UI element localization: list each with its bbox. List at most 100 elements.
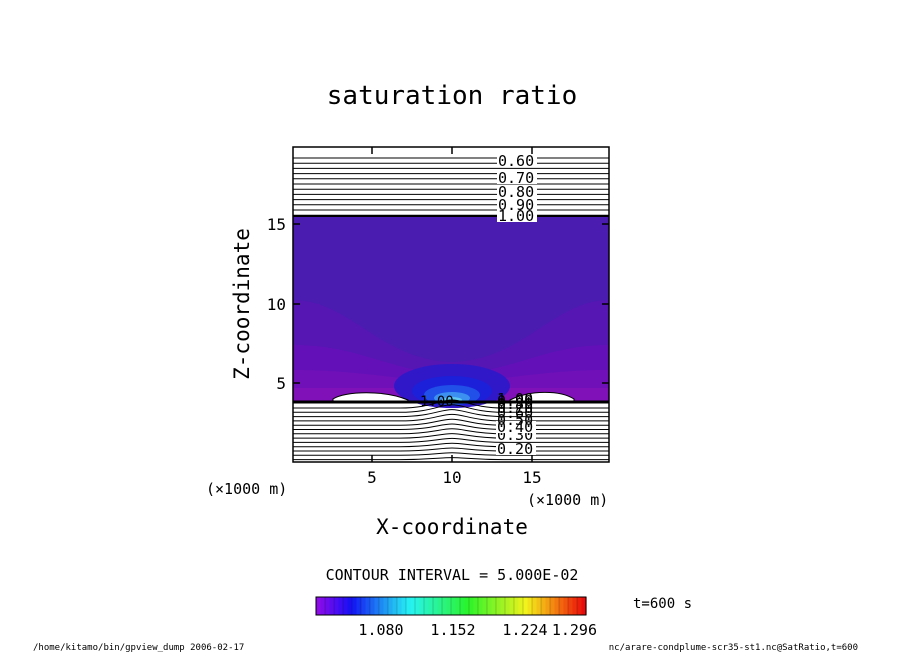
saturation-field <box>293 216 609 408</box>
colorbar-cell <box>469 597 475 615</box>
time-label: t=600 s <box>633 596 692 612</box>
colorbar-cell <box>487 597 493 615</box>
upper-contour-label-bg <box>497 155 537 167</box>
lower-contour-line <box>293 442 609 448</box>
colorbar-cell <box>536 597 542 615</box>
lower-contour-line <box>293 452 609 456</box>
lower-contour-line <box>293 447 609 452</box>
colorbar-cell <box>581 597 587 615</box>
colorbar-cell <box>550 597 556 615</box>
colorbar-cell <box>410 597 416 615</box>
lower-contour-label: 0.60 <box>497 404 533 422</box>
colorbar-cell <box>343 597 349 615</box>
colorbar-cell <box>451 597 457 615</box>
colorbar-cell <box>523 597 529 615</box>
colorbar-cell <box>460 597 466 615</box>
lower-contour-label: 0.90 <box>497 392 533 410</box>
lower-contour-labels: 0.200.300.400.500.600.700.800.901.00 <box>496 390 536 458</box>
colorbar-cell <box>325 597 331 615</box>
x-tick-label-10: 10 <box>442 468 461 487</box>
colorbar-cell <box>424 597 430 615</box>
colorbar-cell <box>365 597 371 615</box>
colorbar-cell <box>379 597 385 615</box>
colorbar-cell <box>577 597 583 615</box>
colorbar-cell <box>545 597 551 615</box>
y-axis-unit: (×1000 m) <box>206 480 287 498</box>
colorbar-cell <box>347 597 353 615</box>
y-axis-title: Z-coordinate <box>230 228 254 380</box>
upper-contour-label-bg <box>497 186 537 198</box>
colorbar-cell <box>392 597 398 615</box>
colorbar-cell <box>338 597 344 615</box>
colorbar-label-3: 1.224 <box>502 621 547 639</box>
colorbar-cell <box>334 597 340 615</box>
colorbar-cell <box>442 597 448 615</box>
lower-contour-label-bg <box>496 443 536 455</box>
colorbar-cell <box>433 597 439 615</box>
chart-title: saturation ratio <box>327 81 577 111</box>
colorbar-cell <box>415 597 421 615</box>
colorbar-cells <box>315 597 587 615</box>
colorbar-cell <box>482 597 488 615</box>
colorbar-cell <box>514 597 520 615</box>
lower-contour-label: 0.70 <box>497 399 533 417</box>
lower-contour-label: 0.50 <box>497 411 533 429</box>
x-tick-label-5: 5 <box>367 468 377 487</box>
lower-contour-line <box>293 433 609 439</box>
colorbar-cell <box>361 597 367 615</box>
colorbar-cell <box>563 597 569 615</box>
colorbar-cell <box>316 597 322 615</box>
colorbar-cell <box>541 597 547 615</box>
lower-contour-label: 1.00 <box>497 390 533 408</box>
lower-contour-label: 0.20 <box>497 440 533 458</box>
upper-contour-label: 1.00 <box>498 207 534 225</box>
footer-right: nc/arare-condplume-scr35-st1.nc@SatRatio… <box>609 643 858 653</box>
colorbar-cell <box>401 597 407 615</box>
footer-left: /home/kitamo/bin/gpview_dump 2006-02-17 <box>33 643 244 653</box>
plot-area: 0.600.700.800.901.00 0.200.300.400.500.6… <box>292 146 610 463</box>
colorbar-cell <box>518 597 524 615</box>
lower-contour-line <box>293 437 609 443</box>
upper-contour-label-bg <box>497 210 537 222</box>
colorbar-cell <box>320 597 326 615</box>
colorbar-cell <box>383 597 389 615</box>
colorbar-cell <box>388 597 394 615</box>
lower-contour-line <box>293 418 609 426</box>
colorbar-cell <box>500 597 506 615</box>
lower-contour-line <box>293 413 609 422</box>
colorbar-frame <box>315 596 587 616</box>
lower-contour-line <box>293 423 609 430</box>
lower-contour-line <box>293 399 609 409</box>
colorbar-cell <box>329 597 335 615</box>
colorbar-cell <box>419 597 425 615</box>
x-axis-title: X-coordinate <box>376 515 528 539</box>
lower-contour-label: 0.40 <box>497 418 533 436</box>
colorbar-cell <box>473 597 479 615</box>
upper-contour-label-bg <box>497 172 537 184</box>
lower-contour-line <box>293 428 609 435</box>
y-tick-label-15: 15 <box>267 215 286 234</box>
upper-contour-label-bg <box>497 199 537 211</box>
lower-contour-line <box>293 404 609 413</box>
colorbar-cell <box>491 597 497 615</box>
colorbar-cell <box>437 597 443 615</box>
colorbar-cell <box>527 597 533 615</box>
colorbar-cell <box>559 597 565 615</box>
colorbar-cell <box>370 597 376 615</box>
colorbar-cell <box>464 597 470 615</box>
upper-contour-label: 0.90 <box>498 196 534 214</box>
colorbar-cell <box>352 597 358 615</box>
lower-contour-label: 0.80 <box>497 395 533 413</box>
x-tick-label-15: 15 <box>522 468 541 487</box>
contour-interval-text: CONTOUR INTERVAL = 5.000E-02 <box>326 566 579 584</box>
y-tick-label-10: 10 <box>267 295 286 314</box>
colorbar-cell <box>509 597 515 615</box>
colorbar-cell <box>496 597 502 615</box>
upper-contour-label: 0.80 <box>498 183 534 201</box>
colorbar-cell <box>478 597 484 615</box>
colorbar-cell <box>572 597 578 615</box>
colorbar-label-1: 1.080 <box>358 621 403 639</box>
upper-contour-label: 0.60 <box>498 152 534 170</box>
colorbar-cell <box>568 597 574 615</box>
colorbar-cell <box>406 597 412 615</box>
